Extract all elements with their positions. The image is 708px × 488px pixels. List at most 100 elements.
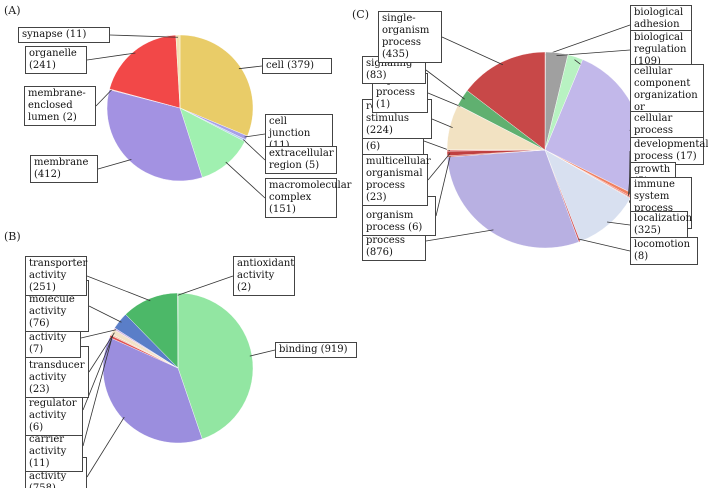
value-label: (876) bbox=[366, 247, 393, 258]
category-text: organelle bbox=[29, 48, 77, 59]
leader-line bbox=[244, 133, 266, 138]
value-label: (7) bbox=[29, 344, 44, 355]
leader-line bbox=[427, 92, 461, 107]
value-label: (23) bbox=[366, 192, 387, 203]
leader-line bbox=[627, 175, 631, 196]
category-text: membrane-enclosed lumen bbox=[28, 88, 86, 123]
value-label: (76) bbox=[29, 318, 50, 329]
leader-line bbox=[435, 156, 451, 217]
value-label: (5) bbox=[304, 160, 320, 171]
leader-line bbox=[88, 305, 122, 323]
value-label: (1) bbox=[376, 99, 391, 110]
value-label: (11) bbox=[269, 140, 290, 151]
value-label: (11) bbox=[65, 29, 87, 40]
leader-line bbox=[578, 238, 631, 252]
value-label: (919) bbox=[320, 344, 348, 355]
leader-line bbox=[86, 52, 136, 61]
leader-line bbox=[427, 153, 451, 181]
leader-line bbox=[86, 416, 125, 478]
leader-line bbox=[243, 139, 266, 161]
slice-label: multicellular organismal process (23) bbox=[362, 154, 431, 206]
slice-label: synapse (11) bbox=[18, 27, 110, 43]
leader-line bbox=[431, 118, 453, 128]
category-text: antioxidant activity bbox=[237, 258, 295, 281]
category-text: extracellular region bbox=[269, 148, 334, 171]
slice-label: macromolecular complex (151) bbox=[265, 178, 351, 218]
category-text: macromolecular complex bbox=[269, 180, 352, 203]
value-label: (23) bbox=[29, 384, 50, 395]
category-text: biological regulation bbox=[634, 32, 687, 55]
leader-line bbox=[177, 275, 234, 296]
value-label: (6) bbox=[366, 141, 381, 152]
leader-line bbox=[95, 89, 112, 107]
leader-line bbox=[97, 159, 132, 170]
panel-title: (B) bbox=[4, 230, 21, 243]
slice-label: antioxidant activity (2) bbox=[233, 256, 295, 296]
leader-line bbox=[607, 221, 631, 226]
pie-slice bbox=[179, 34, 254, 137]
value-label: (224) bbox=[366, 125, 393, 136]
pie-slice bbox=[102, 337, 203, 444]
pie-slice bbox=[447, 149, 580, 249]
leader-line bbox=[249, 349, 276, 357]
value-label: (6) bbox=[29, 422, 44, 433]
category-text: biological adhesion bbox=[634, 7, 684, 30]
value-label: (11) bbox=[29, 458, 50, 469]
value-label: (8) bbox=[634, 251, 649, 262]
value-label: (2) bbox=[237, 282, 252, 293]
pie-slice bbox=[466, 51, 546, 151]
slice-label: localization (325) bbox=[630, 211, 692, 239]
category-text: membrane bbox=[34, 157, 89, 168]
value-label: (251) bbox=[29, 282, 56, 293]
leader-line bbox=[88, 332, 115, 373]
category-text: cell bbox=[266, 60, 284, 71]
value-label: (6) bbox=[408, 222, 423, 233]
pie-slice bbox=[175, 34, 181, 109]
category-text: growth bbox=[634, 164, 671, 175]
value-label: (412) bbox=[34, 169, 61, 180]
pie-slice bbox=[106, 89, 203, 182]
value-label: (435) bbox=[382, 49, 409, 60]
leader-line bbox=[225, 161, 266, 199]
value-label: (379) bbox=[287, 60, 314, 71]
slice-label: membrane-enclosed lumen (2) bbox=[24, 86, 96, 126]
category-text: binding bbox=[279, 344, 318, 355]
pie-slice bbox=[544, 149, 631, 242]
value-label: (241) bbox=[29, 60, 56, 71]
leader-line bbox=[109, 34, 178, 38]
value-label: (151) bbox=[269, 204, 296, 215]
value-label: (758) bbox=[29, 483, 56, 488]
category-text: cell junction bbox=[269, 116, 311, 139]
category-text: locomotion bbox=[634, 239, 691, 250]
category-text: transporter activity bbox=[29, 258, 88, 281]
value-label: (109) bbox=[634, 56, 661, 67]
pie-slice bbox=[109, 34, 181, 109]
slice-label: membrane (412) bbox=[30, 155, 98, 183]
leader-line bbox=[82, 337, 113, 447]
slice-label: organelle (241) bbox=[25, 46, 87, 74]
leader-line bbox=[545, 24, 631, 56]
value-label: (325) bbox=[634, 225, 661, 236]
value-label: (83) bbox=[366, 70, 387, 81]
slice-label: single-organism process (435) bbox=[378, 11, 442, 63]
category-text: cellular process bbox=[634, 113, 673, 136]
slice-label: extracellular region (5) bbox=[265, 146, 337, 174]
category-text: developmental process bbox=[634, 139, 708, 162]
slice-label: cell (379) bbox=[262, 58, 332, 74]
leader-line bbox=[238, 65, 263, 70]
leader-line bbox=[425, 229, 494, 242]
panel-title: (C) bbox=[352, 8, 369, 21]
category-text: immune system process bbox=[634, 179, 675, 214]
category-text: multicellular organismal process bbox=[366, 156, 431, 191]
value-label: (17) bbox=[676, 151, 697, 162]
panel-title: (A) bbox=[4, 4, 21, 17]
leader-line bbox=[80, 329, 117, 339]
slice-label: biological regulation (109) bbox=[630, 30, 692, 70]
category-text: synapse bbox=[22, 29, 63, 40]
value-label: (2) bbox=[62, 112, 77, 123]
leader-line bbox=[556, 49, 631, 57]
slice-label: locomotion (8) bbox=[630, 237, 698, 265]
category-text: localization bbox=[634, 213, 693, 224]
